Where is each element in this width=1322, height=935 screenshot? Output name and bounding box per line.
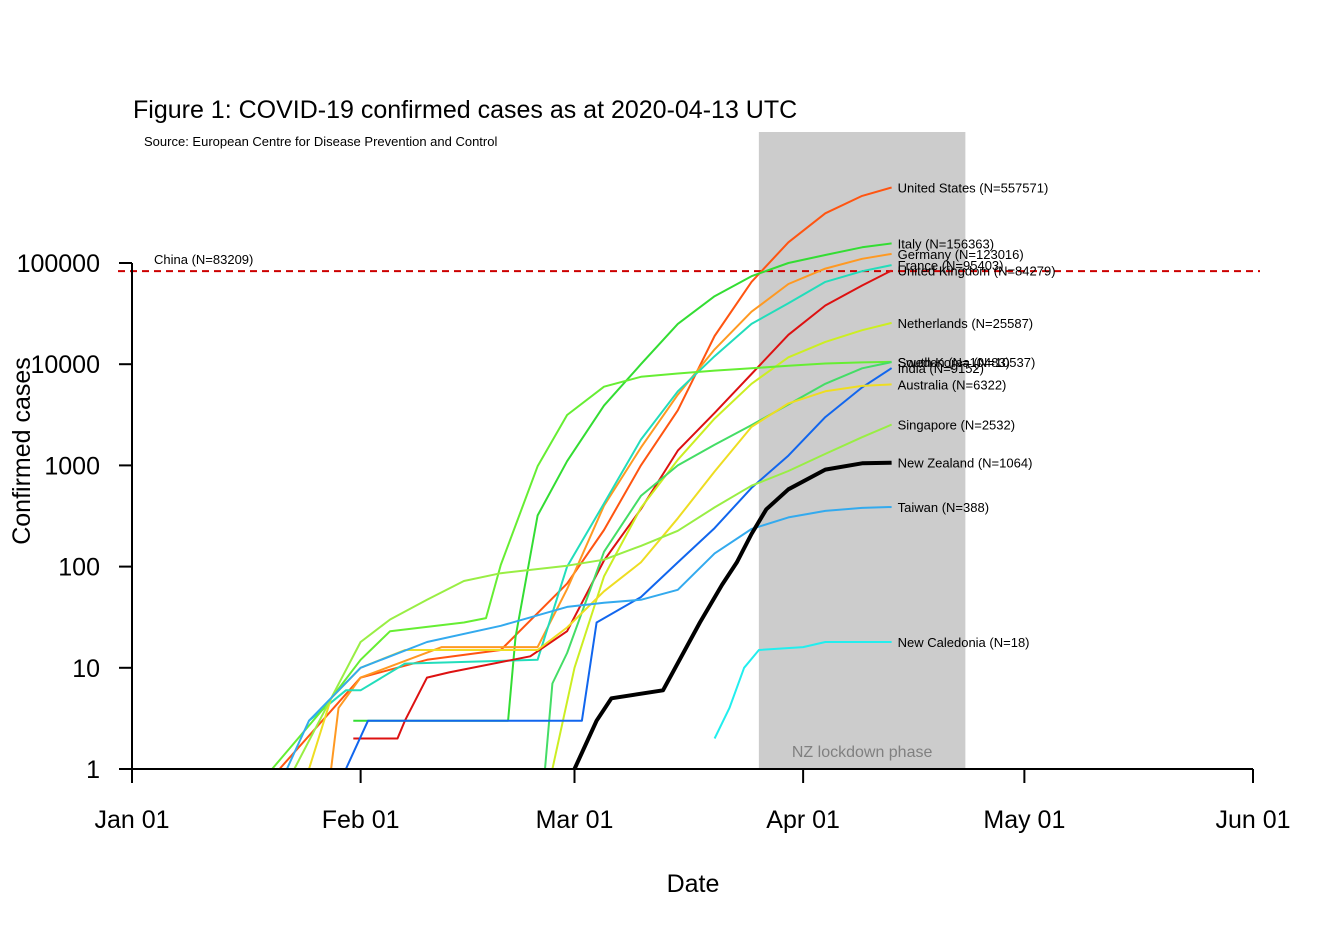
x-tick-label: Mar 01	[536, 806, 614, 834]
series-line	[353, 269, 893, 740]
series-line	[551, 321, 892, 770]
series-end-label: Singapore (N=2532)	[898, 418, 1015, 433]
series-end-label: India (N=9152)	[898, 361, 984, 376]
series-end-label: Netherlands (N=25587)	[898, 316, 1034, 331]
x-tick-label: Jun 01	[1215, 806, 1290, 834]
series-labels-group: United States (N=557571) Italy (N=156363)…	[898, 180, 1056, 649]
series-end-label: Sweden (N=10483)	[898, 355, 1010, 370]
series-line	[271, 360, 892, 770]
reference-line-group: China (N=83209)	[118, 252, 1260, 273]
series-lines-group	[271, 186, 893, 770]
series-line	[360, 361, 892, 770]
lockdown-shade-group: NZ lockdown phase	[758, 132, 966, 769]
series-end-label: Australia (N=6322)	[898, 377, 1007, 392]
x-tick-label: Feb 01	[322, 806, 400, 834]
chart-title: Figure 1: COVID-19 confirmed cases as at…	[133, 96, 797, 124]
x-axis-title: Date	[667, 870, 720, 898]
series-line	[293, 423, 892, 770]
series-end-label: France (N=95403)	[898, 258, 1004, 273]
x-tick-label: Jan 01	[94, 806, 169, 834]
series-line	[713, 641, 892, 739]
axes-group: 1 10 100 1000 10000 100000 Jan 01 Feb 01 Mar 01 A…	[17, 250, 1291, 834]
series-end-label: United Kingdom (N=84279)	[898, 264, 1056, 279]
y-tick-label: 10000	[30, 351, 100, 379]
series-end-label: Italy (N=156363)	[898, 236, 994, 251]
series-end-label: United States (N=557571)	[898, 180, 1049, 195]
chart-subtitle: Source: European Centre for Disease Prev…	[144, 134, 497, 149]
y-tick-label: 100000	[17, 250, 100, 278]
series-line	[353, 242, 892, 722]
lockdown-shade	[758, 132, 966, 769]
series-end-label: New Zealand (N=1064)	[898, 456, 1033, 471]
y-tick-label: 1	[86, 756, 100, 784]
series-end-label: Taiwan (N=388)	[898, 500, 989, 515]
x-tick-label: May 01	[983, 806, 1065, 834]
y-tick-label: 1000	[44, 452, 100, 480]
series-end-label: New Caledonia (N=18)	[898, 635, 1030, 650]
series-line	[572, 460, 892, 770]
series-line	[344, 367, 893, 770]
series-line	[330, 252, 892, 770]
series-end-label: South Korea (N=10537)	[898, 355, 1036, 370]
x-tick-label: Apr 01	[766, 806, 840, 834]
y-axis-title: Confirmed cases	[8, 357, 36, 545]
series-line	[308, 264, 892, 722]
lockdown-shade-label: NZ lockdown phase	[792, 744, 933, 761]
series-end-label: Germany (N=123016)	[898, 247, 1024, 262]
series-line	[278, 186, 892, 770]
y-tick-label: 100	[58, 554, 100, 582]
china-reference-label: China (N=83209)	[154, 252, 253, 267]
y-tick-label: 10	[72, 655, 100, 683]
series-line	[285, 506, 892, 770]
